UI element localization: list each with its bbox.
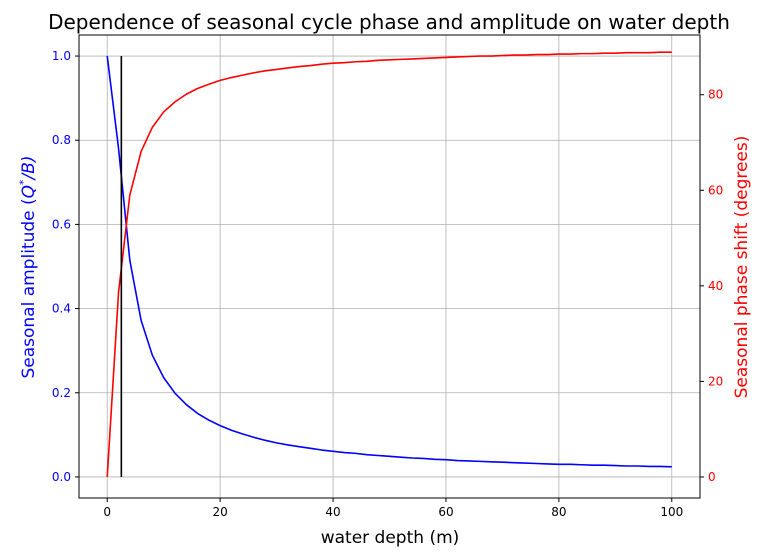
amplitude-series-line: [106, 55, 672, 468]
y-left-tick-label-5: 1.0: [52, 49, 71, 63]
frame-layer: [78, 34, 701, 499]
chart-title: Dependence of seasonal cycle phase and a…: [48, 10, 730, 34]
y-left-label-star: *: [17, 179, 30, 185]
y-left-tick-label-0: 0.0: [52, 470, 71, 484]
y-left-tick-label-2: 0.4: [52, 302, 71, 316]
x-tick-label-0: 0: [103, 505, 111, 519]
y-left-tick-label-3: 0.6: [52, 217, 71, 231]
phase-series-line: [106, 51, 672, 478]
y-axis-left-label: Seasonal amplitude (Q*/B): [17, 155, 39, 378]
y-right-tick-label-1: 20: [708, 374, 723, 388]
y-axis-right-label: Seasonal phase shift (degrees): [732, 136, 752, 399]
x-axis-label: water depth (m): [321, 528, 460, 548]
x-tick-label-1: 20: [212, 505, 227, 519]
y-right-tick-label-3: 60: [708, 183, 723, 197]
y-right-tick-label-0: 0: [708, 470, 716, 484]
y-left-tick-label-1: 0.2: [52, 386, 71, 400]
grid-layer: [79, 35, 700, 498]
x-tick-label-2: 40: [325, 505, 340, 519]
y-right-tick-label-2: 40: [708, 279, 723, 293]
x-tick-label-4: 80: [551, 505, 566, 519]
y-left-tick-label-4: 0.8: [52, 133, 71, 147]
plot-frame: [78, 34, 701, 499]
y-left-label-suffix: /B): [19, 155, 39, 181]
y-right-tick-label-4: 80: [708, 88, 723, 102]
y-left-label-prefix: Seasonal amplitude (: [19, 198, 39, 378]
y-left-label-q: Q: [19, 185, 39, 198]
series-layer: [106, 51, 672, 478]
ticks-layer: 0 20 40 60 80 100 0.0 0.2 0.4 0.6 0.8 1.0 0 20 40 60 80: [52, 49, 723, 519]
x-tick-label-5: 100: [660, 505, 683, 519]
x-tick-label-3: 60: [438, 505, 453, 519]
